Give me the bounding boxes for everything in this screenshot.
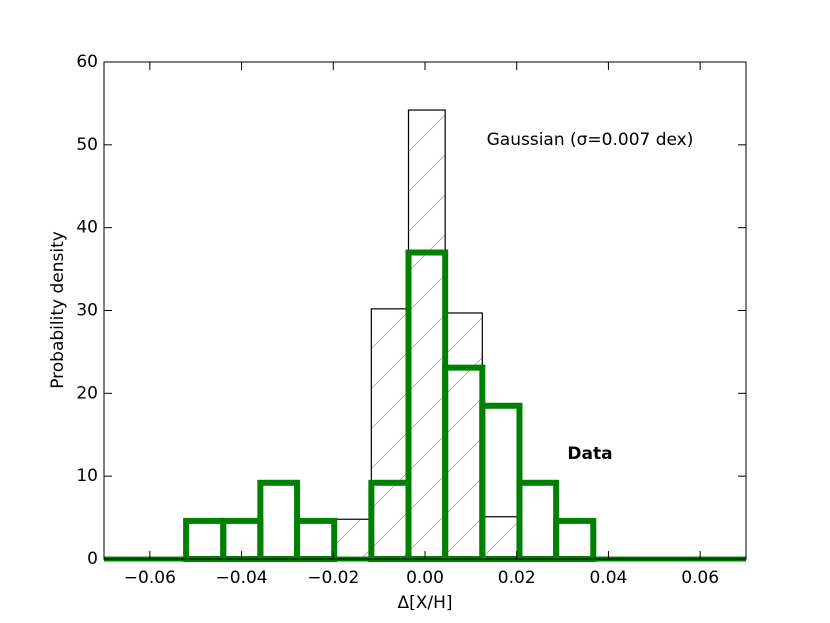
x-tick-label: −0.02 [307, 568, 359, 588]
y-tick-label: 20 [76, 383, 98, 403]
x-axis-label: Δ[X/H] [397, 593, 452, 613]
x-tick-label: 0.06 [681, 568, 719, 588]
histogram-bar [444, 312, 483, 560]
x-tick-label: 0.02 [498, 568, 536, 588]
y-tick-label: 40 [76, 218, 98, 238]
y-tick-label: 60 [76, 52, 98, 72]
y-tick-label: 0 [87, 549, 98, 569]
histogram-bar [370, 308, 410, 560]
histogram-bar [481, 516, 521, 560]
series-annotation: Data [567, 444, 612, 464]
series-annotation: Gaussian (σ=0.007 dex) [487, 130, 694, 150]
y-tick-label: 10 [76, 466, 98, 486]
histogram-bar [333, 518, 372, 560]
y-tick-label: 50 [76, 135, 98, 155]
x-tick-label: −0.06 [124, 568, 176, 588]
y-tick-label: 30 [76, 301, 98, 321]
y-axis-label: Probability density [48, 231, 68, 389]
histogram-bar [407, 109, 446, 560]
x-tick-label: −0.04 [216, 568, 268, 588]
x-tick-label: 0.04 [589, 568, 627, 588]
x-tick-label: 0.00 [406, 568, 444, 588]
